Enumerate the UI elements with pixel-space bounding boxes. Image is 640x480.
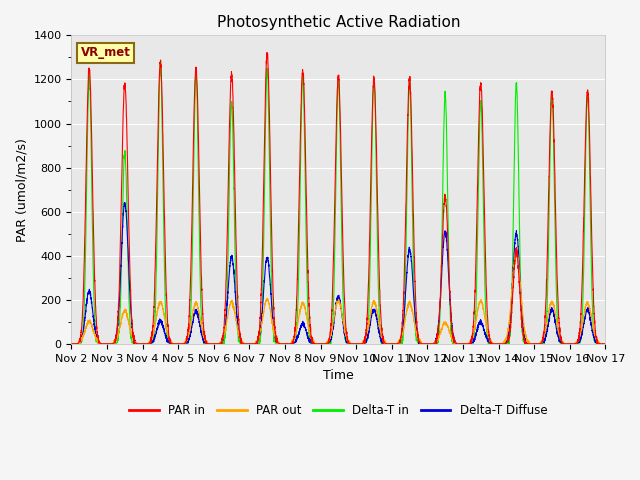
Delta-T in [429,341,436,347]
PAR out [319,341,326,347]
Legend: PAR in, PAR out, Delta-T in, Delta-T Diffuse: PAR in, PAR out, Delta-T in, Delta-T Dif… [125,399,552,421]
Line: PAR out: PAR out [72,251,605,344]
PAR in [602,341,609,347]
PAR out [488,340,496,346]
PAR out [68,341,76,347]
PAR out [601,341,609,347]
PAR out [429,341,436,347]
PAR out [513,248,520,253]
PAR in [458,341,466,347]
Delta-T Diffuse [164,339,172,345]
Delta-T Diffuse [121,200,129,205]
Delta-T Diffuse [319,341,326,347]
Delta-T in [602,341,609,347]
PAR in [263,50,271,56]
Line: PAR in: PAR in [72,53,605,344]
PAR in [164,315,172,321]
Delta-T in [157,58,164,63]
Line: Delta-T in: Delta-T in [72,60,605,344]
Delta-T Diffuse [458,341,466,347]
Text: VR_met: VR_met [81,46,131,59]
Delta-T Diffuse [488,341,496,347]
Title: Photosynthetic Active Radiation: Photosynthetic Active Radiation [216,15,460,30]
PAR in [488,341,496,347]
Delta-T Diffuse [429,341,436,347]
Delta-T in [200,341,207,347]
PAR in [601,341,609,347]
Line: Delta-T Diffuse: Delta-T Diffuse [72,203,605,344]
PAR out [458,341,466,347]
Delta-T Diffuse [601,341,609,347]
PAR out [95,341,103,347]
PAR out [602,341,609,347]
Delta-T Diffuse [602,341,609,347]
Delta-T in [164,336,172,342]
Delta-T in [68,341,76,347]
PAR in [68,341,76,347]
Delta-T in [488,341,496,347]
PAR in [147,341,154,347]
Delta-T in [319,341,326,347]
Delta-T in [601,341,609,347]
Y-axis label: PAR (umol/m2/s): PAR (umol/m2/s) [15,138,28,241]
PAR out [164,328,172,334]
X-axis label: Time: Time [323,369,354,382]
PAR in [429,341,436,347]
PAR in [319,341,326,347]
Delta-T in [458,341,466,347]
Delta-T Diffuse [68,341,76,347]
